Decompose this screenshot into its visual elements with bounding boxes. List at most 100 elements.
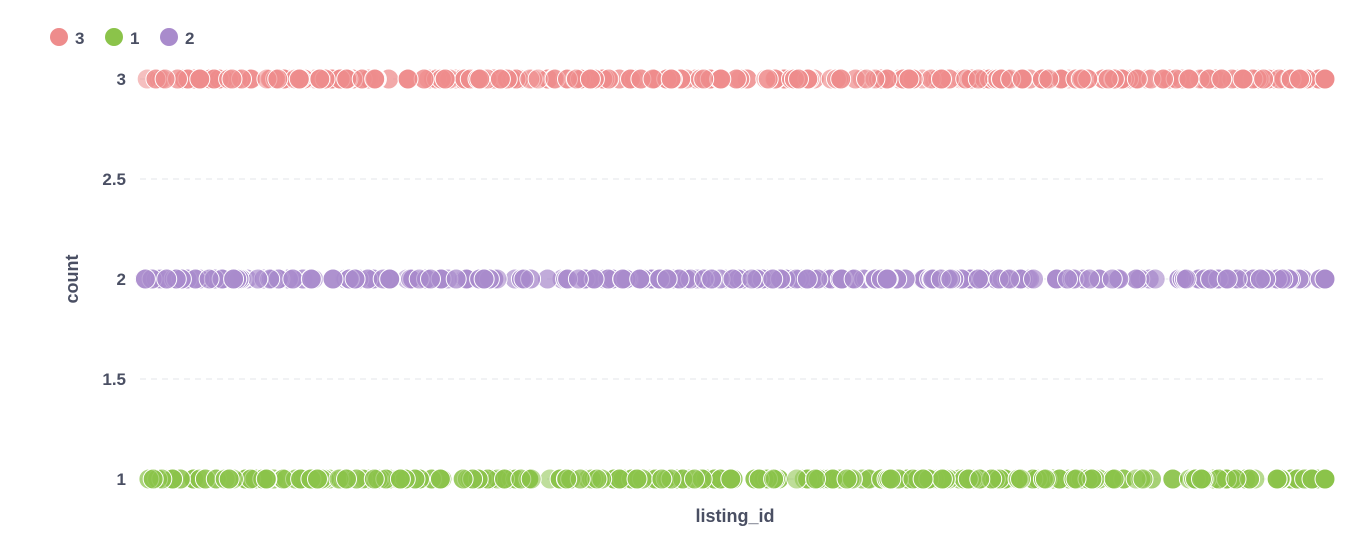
legend-item[interactable]: 2	[160, 28, 194, 48]
legend[interactable]: 3 1 2	[50, 28, 194, 48]
data-point[interactable]	[999, 268, 1020, 290]
data-point[interactable]	[469, 68, 491, 90]
data-point[interactable]	[223, 268, 245, 290]
data-point[interactable]	[1144, 268, 1166, 290]
data-point[interactable]	[1057, 268, 1078, 290]
data-point[interactable]	[154, 68, 176, 90]
data-point[interactable]	[556, 468, 578, 490]
data-point[interactable]	[1191, 468, 1212, 490]
data-point[interactable]	[1314, 68, 1336, 90]
data-point[interactable]	[134, 268, 156, 290]
data-point[interactable]	[1153, 68, 1174, 90]
data-point[interactable]	[1211, 68, 1233, 90]
data-point[interactable]	[931, 468, 953, 490]
data-point[interactable]	[642, 68, 664, 90]
data-point[interactable]	[1079, 268, 1101, 290]
data-point[interactable]	[720, 468, 742, 490]
data-point[interactable]	[1216, 268, 1238, 290]
data-point[interactable]	[520, 468, 542, 490]
data-point[interactable]	[434, 68, 456, 90]
data-point[interactable]	[660, 68, 682, 90]
data-point[interactable]	[363, 468, 385, 490]
data-point[interactable]	[880, 468, 902, 490]
data-point[interactable]	[693, 68, 715, 90]
data-point[interactable]	[473, 268, 495, 290]
data-point[interactable]	[364, 68, 386, 90]
data-point[interactable]	[701, 268, 723, 290]
data-point[interactable]	[656, 268, 678, 290]
data-point[interactable]	[288, 68, 310, 90]
data-point[interactable]	[898, 68, 920, 90]
data-point[interactable]	[1023, 268, 1044, 290]
data-point[interactable]	[629, 268, 651, 290]
data-point[interactable]	[651, 468, 673, 490]
data-point[interactable]	[344, 268, 366, 290]
data-point[interactable]	[757, 68, 779, 90]
data-point[interactable]	[684, 468, 705, 490]
data-point[interactable]	[843, 268, 865, 290]
data-point[interactable]	[489, 68, 511, 90]
data-point[interactable]	[931, 68, 952, 90]
data-point[interactable]	[876, 268, 898, 290]
data-point[interactable]	[189, 68, 211, 90]
data-point[interactable]	[567, 268, 589, 290]
data-point[interactable]	[1289, 68, 1311, 90]
data-point[interactable]	[420, 268, 441, 290]
data-point[interactable]	[836, 468, 858, 490]
data-point[interactable]	[741, 268, 763, 290]
data-point[interactable]	[1314, 268, 1336, 290]
data-point[interactable]	[796, 268, 818, 290]
data-point[interactable]	[967, 268, 989, 290]
data-point[interactable]	[247, 268, 269, 290]
data-point[interactable]	[788, 68, 809, 90]
data-point[interactable]	[1126, 68, 1148, 90]
data-point[interactable]	[1232, 68, 1254, 90]
data-point[interactable]	[198, 268, 220, 290]
data-point[interactable]	[805, 468, 826, 490]
data-point[interactable]	[282, 268, 304, 290]
data-point[interactable]	[389, 468, 411, 490]
data-point[interactable]	[221, 68, 243, 90]
data-point[interactable]	[722, 268, 744, 290]
legend-item[interactable]: 1	[105, 28, 139, 48]
data-point[interactable]	[267, 68, 289, 90]
data-point[interactable]	[156, 268, 178, 290]
data-point[interactable]	[379, 268, 401, 290]
data-point[interactable]	[429, 468, 451, 490]
data-point[interactable]	[1010, 468, 1031, 490]
data-point[interactable]	[1011, 68, 1033, 90]
data-point[interactable]	[786, 468, 808, 490]
data-point[interactable]	[336, 468, 357, 490]
data-point[interactable]	[1103, 468, 1125, 490]
data-point[interactable]	[940, 268, 962, 290]
data-point[interactable]	[309, 68, 331, 90]
data-point[interactable]	[1101, 268, 1123, 290]
data-point[interactable]	[1132, 468, 1154, 490]
data-point[interactable]	[1266, 468, 1288, 490]
data-point[interactable]	[300, 268, 322, 290]
data-point[interactable]	[513, 268, 535, 290]
data-point[interactable]	[255, 468, 277, 490]
data-point[interactable]	[830, 68, 852, 90]
data-point[interactable]	[1097, 68, 1119, 90]
data-point[interactable]	[626, 468, 648, 490]
legend-item[interactable]: 3	[50, 28, 84, 48]
data-point[interactable]	[1038, 68, 1060, 90]
data-point[interactable]	[1253, 68, 1275, 90]
data-point[interactable]	[579, 68, 601, 90]
data-point[interactable]	[218, 468, 240, 490]
data-point[interactable]	[1178, 68, 1200, 90]
data-point[interactable]	[397, 68, 419, 90]
data-point[interactable]	[1034, 468, 1056, 490]
data-point[interactable]	[1225, 468, 1247, 490]
data-point[interactable]	[969, 468, 991, 490]
data-point[interactable]	[763, 468, 785, 490]
data-point[interactable]	[1065, 468, 1087, 490]
data-point[interactable]	[1249, 268, 1271, 290]
data-point[interactable]	[856, 68, 877, 90]
data-point[interactable]	[1175, 268, 1197, 290]
data-point[interactable]	[307, 468, 328, 490]
data-point[interactable]	[1070, 68, 1092, 90]
data-point[interactable]	[445, 268, 467, 290]
data-point[interactable]	[967, 68, 989, 90]
